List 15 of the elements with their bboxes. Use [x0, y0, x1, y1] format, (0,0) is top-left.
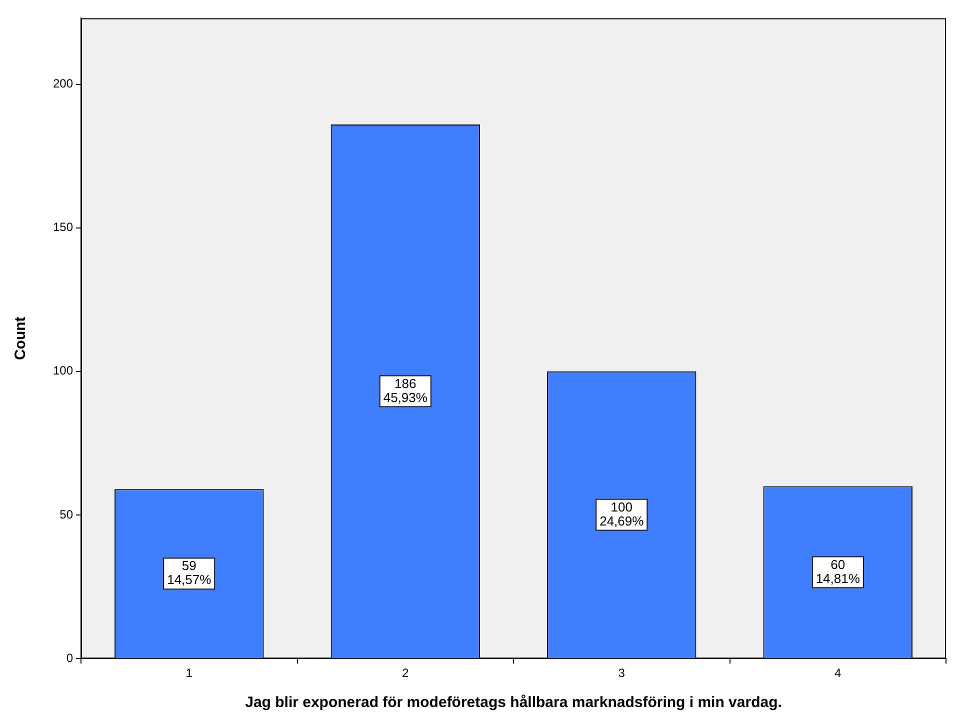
y-tick-label: 200	[52, 76, 74, 91]
x-tick-label: 1	[186, 666, 193, 680]
y-tick-label: 0	[66, 650, 74, 665]
data-label: 59 14,57%	[167, 558, 212, 588]
data-label: 100 24,69%	[600, 499, 644, 528]
y-tick-label: 50	[60, 507, 74, 522]
x-tick-label: 2	[402, 666, 410, 680]
x-tick-label: 3	[618, 666, 626, 680]
y-tick-label: 150	[52, 220, 74, 234]
x-axis-title: Jag blir exponerad för modeföretags hållbara marknadsföring i min vardag.	[245, 694, 782, 712]
data-label: 60 14,81%	[816, 556, 860, 586]
y-tick-label: 100	[52, 364, 74, 378]
y-axis-title: Count	[12, 316, 30, 360]
data-label: 186 45,93%	[383, 376, 428, 405]
x-tick-label: 4	[834, 666, 842, 680]
